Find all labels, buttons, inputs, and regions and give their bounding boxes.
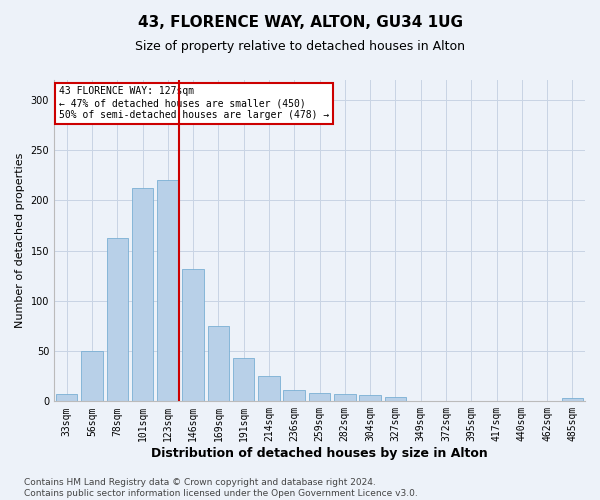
X-axis label: Distribution of detached houses by size in Alton: Distribution of detached houses by size … bbox=[151, 447, 488, 460]
Bar bbox=[359, 396, 381, 402]
Y-axis label: Number of detached properties: Number of detached properties bbox=[15, 153, 25, 328]
Bar bbox=[208, 326, 229, 402]
Bar bbox=[283, 390, 305, 402]
Bar bbox=[334, 394, 356, 402]
Bar bbox=[107, 238, 128, 402]
Text: 43 FLORENCE WAY: 127sqm
← 47% of detached houses are smaller (450)
50% of semi-d: 43 FLORENCE WAY: 127sqm ← 47% of detache… bbox=[59, 86, 329, 120]
Text: 43, FLORENCE WAY, ALTON, GU34 1UG: 43, FLORENCE WAY, ALTON, GU34 1UG bbox=[137, 15, 463, 30]
Bar bbox=[258, 376, 280, 402]
Text: Contains HM Land Registry data © Crown copyright and database right 2024.
Contai: Contains HM Land Registry data © Crown c… bbox=[24, 478, 418, 498]
Bar bbox=[309, 394, 330, 402]
Bar bbox=[385, 398, 406, 402]
Bar bbox=[233, 358, 254, 402]
Bar bbox=[56, 394, 77, 402]
Bar bbox=[562, 398, 583, 402]
Bar bbox=[132, 188, 153, 402]
Bar bbox=[182, 269, 204, 402]
Bar bbox=[157, 180, 179, 402]
Text: Size of property relative to detached houses in Alton: Size of property relative to detached ho… bbox=[135, 40, 465, 53]
Bar bbox=[81, 351, 103, 402]
